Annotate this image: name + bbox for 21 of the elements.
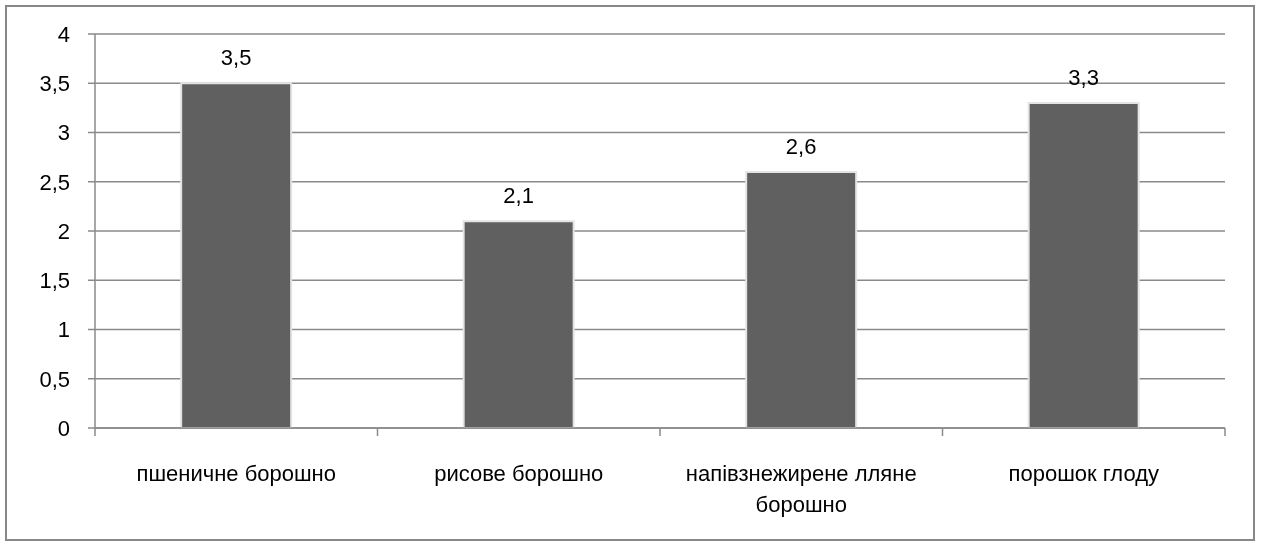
bar [462, 220, 575, 428]
y-tick-label: 4 [57, 21, 70, 47]
y-tick-label: 0 [57, 415, 70, 441]
x-tick-label: пшеничне борошно [136, 461, 337, 486]
y-tick-label: 1 [57, 317, 70, 343]
data-label: 3,5 [220, 45, 252, 71]
y-tick-label: 2 [57, 218, 70, 244]
data-label: 2,6 [785, 133, 817, 159]
bar [1027, 101, 1140, 428]
bar [745, 170, 858, 428]
y-tick-label: 3,5 [39, 71, 70, 97]
x-tick-label: порошок глоду [1008, 461, 1159, 486]
x-tick-label: рисове борошно [434, 461, 604, 486]
y-tick-label: 1,5 [39, 268, 70, 294]
x-tick-label: напівзнежирене лляне борошно [685, 461, 917, 517]
y-tick-label: 3 [57, 120, 70, 146]
data-label: 3,3 [1068, 64, 1099, 90]
y-tick-label: 0,5 [39, 366, 70, 392]
data-label: 2,1 [503, 183, 534, 209]
y-tick-label: 2,5 [39, 169, 70, 195]
bar [180, 82, 293, 428]
